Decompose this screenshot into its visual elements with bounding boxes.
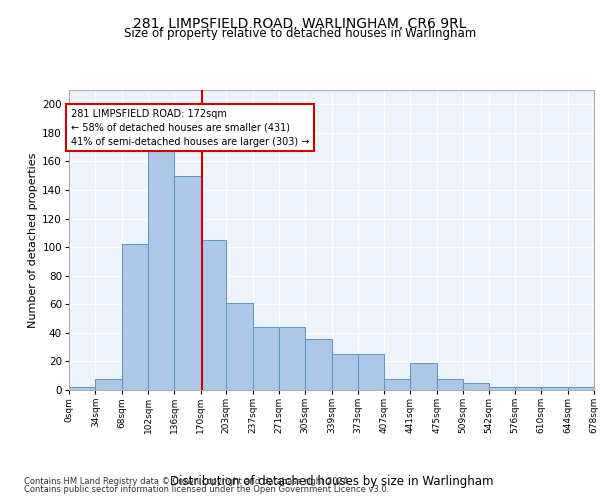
Bar	[279, 327, 305, 390]
Bar	[148, 150, 175, 390]
Bar	[384, 378, 410, 390]
Bar	[122, 244, 148, 390]
X-axis label: Distribution of detached houses by size in Warlingham: Distribution of detached houses by size …	[170, 475, 493, 488]
Bar	[358, 354, 384, 390]
Bar	[541, 387, 568, 390]
Bar	[69, 387, 95, 390]
Bar	[515, 387, 541, 390]
Text: Contains HM Land Registry data © Crown copyright and database right 2024.: Contains HM Land Registry data © Crown c…	[24, 477, 350, 486]
Bar	[305, 338, 331, 390]
Text: Contains public sector information licensed under the Open Government Licence v3: Contains public sector information licen…	[24, 485, 389, 494]
Bar	[200, 240, 226, 390]
Bar	[253, 327, 279, 390]
Text: Size of property relative to detached houses in Warlingham: Size of property relative to detached ho…	[124, 28, 476, 40]
Bar	[410, 363, 437, 390]
Bar	[95, 378, 122, 390]
Text: 281, LIMPSFIELD ROAD, WARLINGHAM, CR6 9RL: 281, LIMPSFIELD ROAD, WARLINGHAM, CR6 9R…	[133, 18, 467, 32]
Bar	[437, 378, 463, 390]
Bar	[463, 383, 488, 390]
Y-axis label: Number of detached properties: Number of detached properties	[28, 152, 38, 328]
Bar	[226, 303, 253, 390]
Bar	[568, 387, 594, 390]
Bar	[488, 387, 515, 390]
Text: 281 LIMPSFIELD ROAD: 172sqm
← 58% of detached houses are smaller (431)
41% of se: 281 LIMPSFIELD ROAD: 172sqm ← 58% of det…	[71, 108, 309, 146]
Bar	[175, 176, 200, 390]
Bar	[331, 354, 358, 390]
